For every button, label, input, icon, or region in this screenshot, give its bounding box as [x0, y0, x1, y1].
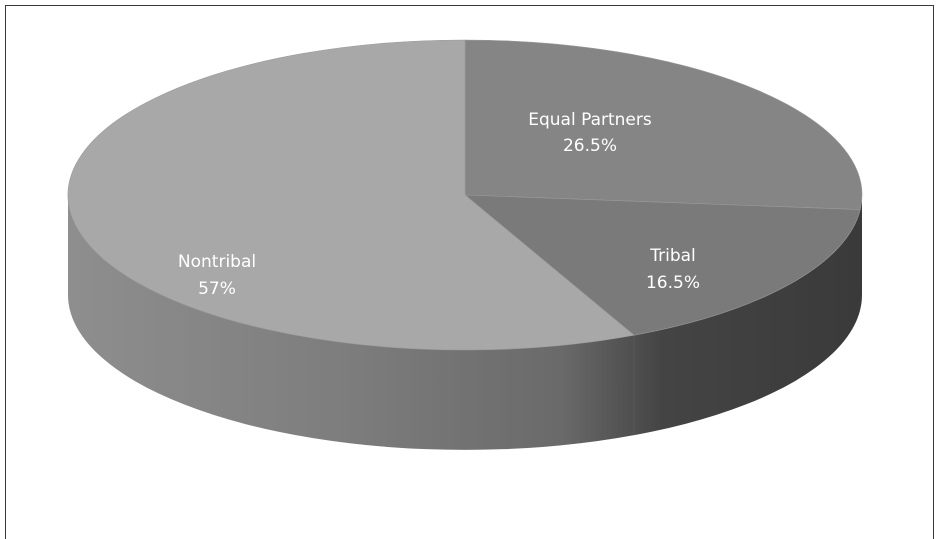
pie-slice-equal-partners: [464, 39, 863, 210]
pie-side-wall: [68, 195, 862, 450]
slice-value-nontribal: 57%: [198, 279, 236, 299]
slice-value-equal-partners: 26.5%: [563, 136, 617, 156]
pie-slice-nontribal: [67, 39, 635, 351]
pie-slice-tribal: [464, 194, 861, 336]
pie-side-walls: [68, 195, 862, 450]
slice-label-nontribal: Nontribal: [178, 252, 256, 272]
slice-value-tribal: 16.5%: [646, 273, 700, 293]
slice-label-tribal: Tribal: [649, 246, 696, 266]
slice-label-equal-partners: Equal Partners: [528, 110, 652, 130]
pie-top-faces: [67, 39, 863, 351]
